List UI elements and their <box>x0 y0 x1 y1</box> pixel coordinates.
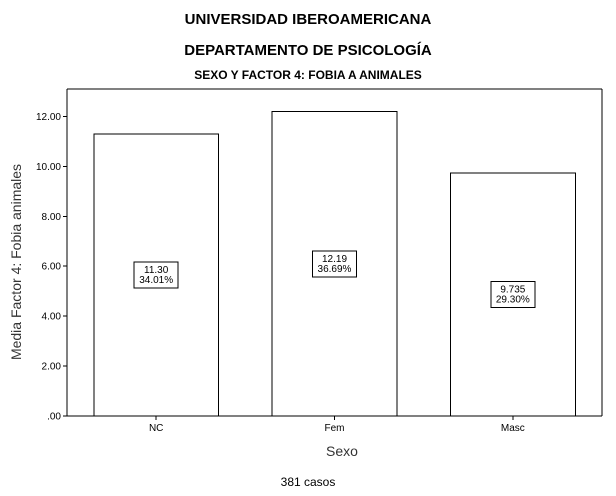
y-tick-label: 12.00 <box>36 112 61 123</box>
data-label-percent: 36.69% <box>318 264 352 275</box>
case-count: 381 casos <box>280 475 336 489</box>
data-label-value: 11.30 <box>144 265 169 276</box>
y-tick-label: 8.00 <box>42 212 62 223</box>
x-tick-label: Fem <box>325 423 345 434</box>
y-tick-label: 4.00 <box>42 312 62 323</box>
y-axis: .00 2.00 4.00 6.00 8.00 10.00 12.00 <box>36 112 67 423</box>
data-label-value: 12.19 <box>322 254 347 265</box>
y-tick-label: 6.00 <box>42 262 62 273</box>
y-axis-title: Media Factor 4: Fobia animales <box>8 164 24 360</box>
data-label-box <box>312 250 357 278</box>
page-title: UNIVERSIDAD IBEROAMERICANA <box>184 11 432 28</box>
chart-title: SEXO Y FACTOR 4: FOBIA A ANIMALES <box>194 68 422 82</box>
data-label-value: 9.735 <box>500 284 525 295</box>
data-label-box <box>490 280 536 308</box>
data-label-percent: 34.01% <box>139 275 173 286</box>
x-axis: NC Fem Masc <box>149 416 525 434</box>
data-label-box <box>133 261 179 289</box>
x-tick-label: NC <box>149 423 163 434</box>
x-tick-label: Masc <box>501 423 525 434</box>
data-label-percent: 29.30% <box>496 294 530 305</box>
x-axis-title: Sexo <box>326 443 358 459</box>
y-tick-label: 10.00 <box>36 162 61 173</box>
page-subtitle: DEPARTAMENTO DE PSICOLOGÍA <box>184 42 432 59</box>
y-tick-label: 2.00 <box>42 362 62 373</box>
y-tick-label: .00 <box>47 412 61 423</box>
